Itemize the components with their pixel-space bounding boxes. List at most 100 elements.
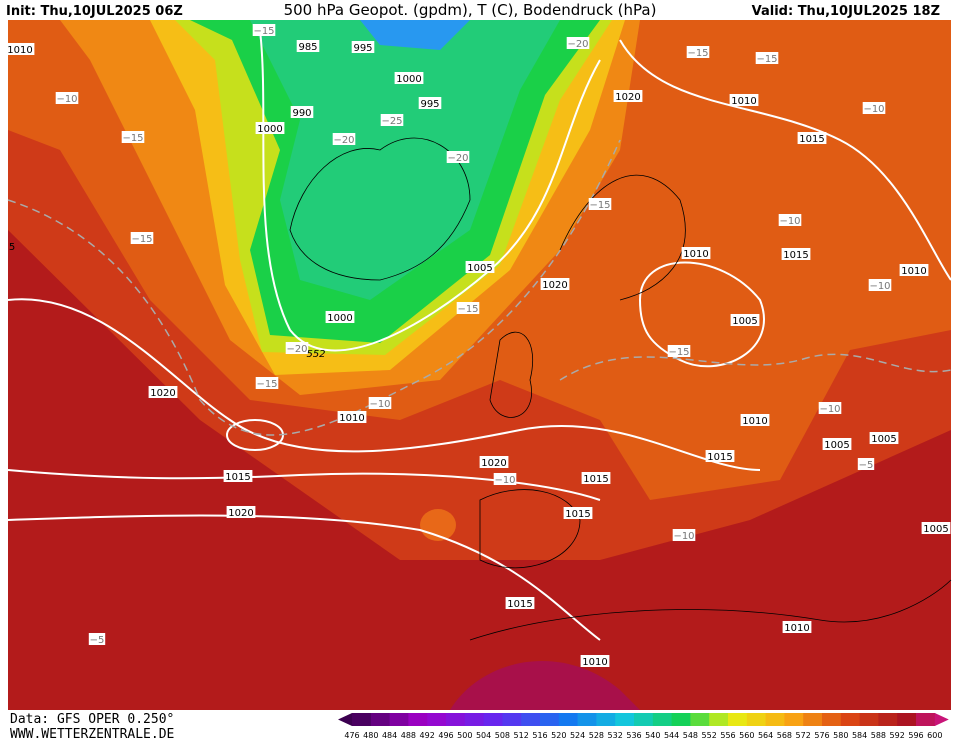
isobar-label: 1010 (683, 249, 708, 260)
colorbar-label: 540 (645, 731, 660, 740)
colorbar-swatch (916, 713, 936, 726)
isobar-label: 1015 (225, 472, 250, 483)
isotherm-label-group: −20 (566, 37, 590, 50)
colorbar-label: 492 (420, 731, 435, 740)
isobar-label-box (730, 314, 760, 326)
isobar-label-box (740, 414, 770, 426)
colorbar-swatch (615, 713, 635, 726)
isobar-label-box (148, 386, 178, 398)
colorbar-swatch (408, 713, 428, 726)
isobar-label: 1005 (871, 434, 896, 445)
isotherm-label: −25 (381, 116, 402, 127)
isotherm-label-box (818, 402, 842, 414)
isobar-line (7, 469, 601, 501)
isotherm-label-box (55, 92, 79, 104)
colorbar-swatch (690, 713, 710, 726)
colorbar-label: 552 (702, 731, 717, 740)
colorbar-label: 480 (363, 731, 378, 740)
data-source: Data: GFS OPER 0.250° (10, 712, 174, 727)
isobar-label-group: 1015 (563, 507, 593, 520)
isobar-label: 1010 (582, 657, 607, 668)
colorbar-swatch (427, 713, 447, 726)
map-labels: 1010 985 995 1000 995 990 1000 1020 1010 1015 1010… (5, 24, 951, 668)
isotherm-label-group: −25 (380, 114, 404, 127)
colorbar-swatch (577, 713, 597, 726)
isobar-label: 1010 (731, 96, 756, 107)
isotherm-label-box (686, 46, 710, 58)
isobar-label-group: 1005 (822, 438, 852, 451)
field-blue (360, 20, 470, 50)
colorbar-label: 576 (814, 731, 829, 740)
colorbar-swatch (446, 713, 466, 726)
colorbar-swatch (803, 713, 823, 726)
isobar-label-group: 1020 (613, 90, 643, 103)
isotherm-line (559, 353, 952, 381)
isobar-label-box (681, 247, 711, 259)
colorbar-label: 520 (551, 731, 566, 740)
isotherm-label-group: −20 (332, 133, 356, 146)
colorbar-label: 512 (514, 731, 529, 740)
isotherm-label-group: −10 (862, 102, 886, 115)
coastline (289, 137, 471, 281)
isobar-label-box (296, 40, 320, 52)
isotherm-label-group: −5 (857, 458, 875, 471)
isotherm-label-group: −15 (456, 302, 480, 315)
colorbar-swatch (464, 713, 485, 726)
isobar-label-box (223, 470, 253, 482)
isobar-label-box (729, 94, 759, 106)
isobar-label-box (325, 311, 355, 323)
isobar-label-box (781, 248, 811, 260)
colorbar-label: 536 (626, 731, 641, 740)
field-teal (250, 20, 560, 300)
isotherm-label-box (380, 114, 404, 126)
colorbar-swatch (709, 713, 729, 726)
isotherm-label-box (868, 279, 892, 291)
colorbar-swatch (558, 713, 579, 726)
colorbar-label: 532 (608, 731, 623, 740)
isobar-label: 995 (420, 99, 439, 110)
isotherm-label: −20 (447, 153, 468, 164)
isobar-line (619, 39, 952, 281)
colorbar-label: 516 (532, 731, 547, 740)
isobar-label-group: 990 (290, 106, 314, 119)
isotherm-label-box (588, 198, 612, 210)
isotherm-label-box (285, 342, 309, 354)
geopotential-label: 552 (306, 349, 325, 360)
header-bar (0, 0, 959, 20)
colorbar-swatch (540, 713, 560, 726)
isobar-label-box (822, 438, 852, 450)
isotherm-label-box (255, 377, 279, 389)
isobar-label-group: 1010 (337, 411, 367, 424)
isobar-label-box (705, 450, 735, 462)
isotherm-label-group: −10 (55, 92, 79, 105)
isotherm-label: −10 (494, 475, 515, 486)
isobar-label-group: 1020 (479, 456, 509, 469)
colorbar-swatch (502, 713, 522, 726)
isobar-label-group: 1005 (869, 432, 899, 445)
isobar-label-group: 1015 (705, 450, 735, 463)
isotherm-label-group: −20 (446, 151, 470, 164)
isobar-label-group: 1015 (505, 597, 535, 610)
isotherm-label: −20 (567, 39, 588, 50)
isotherm-label: −15 (253, 26, 274, 37)
isobar-label-box (337, 411, 367, 423)
isobar-label: 1015 (799, 134, 824, 145)
isobar-label-box (255, 122, 285, 134)
isobar-label: 1010 (742, 416, 767, 427)
coastline (489, 331, 534, 418)
isobar-label-box (921, 522, 951, 534)
isotherm-label: −15 (256, 379, 277, 390)
isotherm-label: −10 (56, 94, 77, 105)
isobar-label-box (613, 90, 643, 102)
colorbar-label: 588 (871, 731, 886, 740)
isotherm-label-group: −15 (755, 52, 779, 65)
colorbar-swatch (728, 713, 748, 726)
colorbar-label: 500 (457, 731, 472, 740)
isotherm-label-box (121, 131, 145, 143)
isobar-label: 1005 (824, 440, 849, 451)
colorbar-swatch (352, 713, 372, 726)
isobar-label-box (394, 72, 424, 84)
isotherm-label: −20 (333, 135, 354, 146)
colorbar-label: 508 (495, 731, 510, 740)
isobar-label-group: 1000 (255, 122, 285, 135)
